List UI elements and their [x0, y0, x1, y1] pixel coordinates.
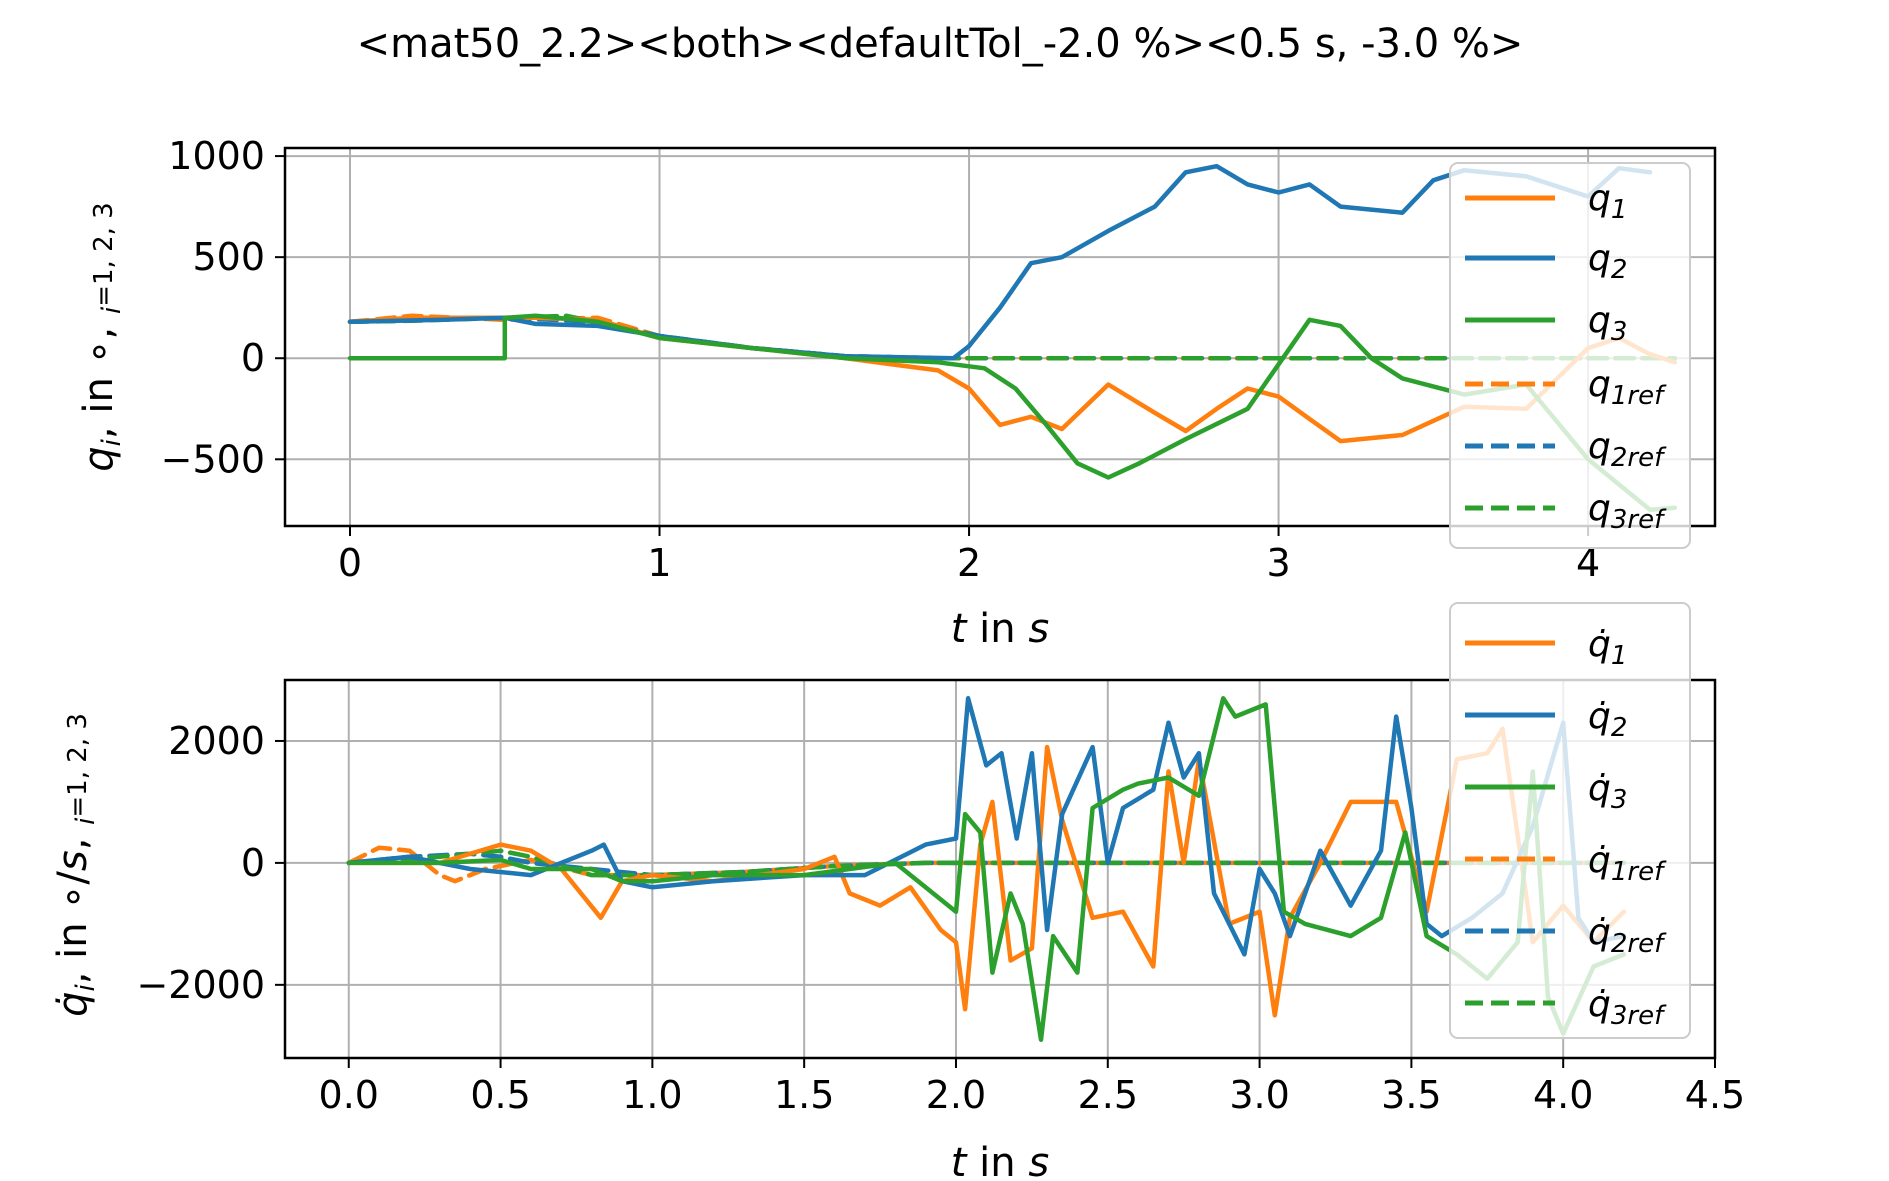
top-ytick-label: 1000: [168, 134, 265, 178]
legend-dq1ref-label: q̇1ref: [1588, 840, 1667, 887]
legend-dq3-label: q̇3: [1588, 768, 1627, 815]
bottom-xtick-label: 2.0: [926, 1073, 986, 1117]
bottom-xtick-label: 3.0: [1229, 1073, 1289, 1117]
bottom-ylabel: q̇i, in ∘/s, i=1, 2, 3: [50, 713, 101, 1017]
bottom-xlabel: t in s: [951, 1140, 1049, 1181]
legend-dq1-label: q̇1: [1588, 624, 1627, 671]
bottom-xtick-label: 1.5: [774, 1073, 834, 1117]
bottom-xtick-label: 2.5: [1078, 1073, 1138, 1117]
top-ylabel: qi, in ∘, i=1, 2, 3: [76, 202, 127, 471]
bottom-axes-frame: [283, 678, 1717, 1060]
top-xtick-label: 2: [957, 541, 981, 585]
bottom-panel: 0.0 0.5 1.0 1.5 2.0 2.5 3.0 3.5 4.0 4.5 2000 0 −2000…: [50, 602, 1745, 1181]
top-xtick-label: 3: [1266, 541, 1290, 585]
top-xtick-label: 0: [338, 541, 362, 585]
bottom-ticks: 0.0 0.5 1.0 1.5 2.0 2.5 3.0 3.5 4.0 4.5 2000 0 −2000: [136, 719, 1745, 1117]
bottom-xtick-label: 0.0: [319, 1073, 379, 1117]
legend-q3ref-label: q3ref: [1588, 488, 1667, 535]
bottom-xtick-label: 4.0: [1533, 1073, 1593, 1117]
top-xlabel: t in s: [951, 606, 1049, 652]
bottom-series: [346, 696, 1627, 1042]
legend-q2-label: q2: [1588, 238, 1627, 285]
bottom-xtick-label: 4.5: [1685, 1073, 1745, 1117]
bottom-xtick-label: 0.5: [470, 1073, 530, 1117]
bottom-xtick-label: 3.5: [1381, 1073, 1441, 1117]
bottom-legend: q̇1 q̇2 q̇3 q̇1ref q̇2ref q̇3ref: [1449, 602, 1691, 1039]
legend-q2ref-label: q2ref: [1588, 426, 1667, 473]
series-q3-line: [347, 313, 1678, 513]
legend-dq2ref-label: q̇2ref: [1588, 912, 1667, 959]
top-legend: q1 q2 q3 q1ref q2ref q3ref: [1449, 162, 1691, 549]
bottom-ytick-label: −2000: [136, 963, 265, 1007]
top-xtick-label: 1: [647, 541, 671, 585]
bottom-ytick-label: 2000: [168, 719, 265, 763]
series-q̇3-line: [346, 696, 1627, 1042]
series-q̇2-line: [346, 696, 1627, 957]
bottom-xtick-label: 1.0: [622, 1073, 682, 1117]
top-axes-frame: [283, 146, 1717, 528]
figure-title: <mat50_2.2><both><defaultTol_-2.0 %><0.5…: [357, 21, 1524, 67]
legend-q3-label: q3: [1588, 300, 1627, 347]
legend-q1-label: q1: [1588, 178, 1627, 225]
bottom-legend-box: [1449, 602, 1691, 1039]
legend-q1ref-label: q1ref: [1588, 364, 1667, 411]
top-ytick-label: 500: [192, 235, 265, 279]
top-ytick-label: −500: [161, 437, 265, 481]
bottom-ytick-label: 0: [241, 841, 265, 885]
legend-dq3ref-label: q̇3ref: [1588, 984, 1667, 1031]
top-legend-box: [1449, 162, 1691, 549]
top-ytick-label: 0: [241, 336, 265, 380]
legend-dq2-label: q̇2: [1588, 696, 1627, 743]
